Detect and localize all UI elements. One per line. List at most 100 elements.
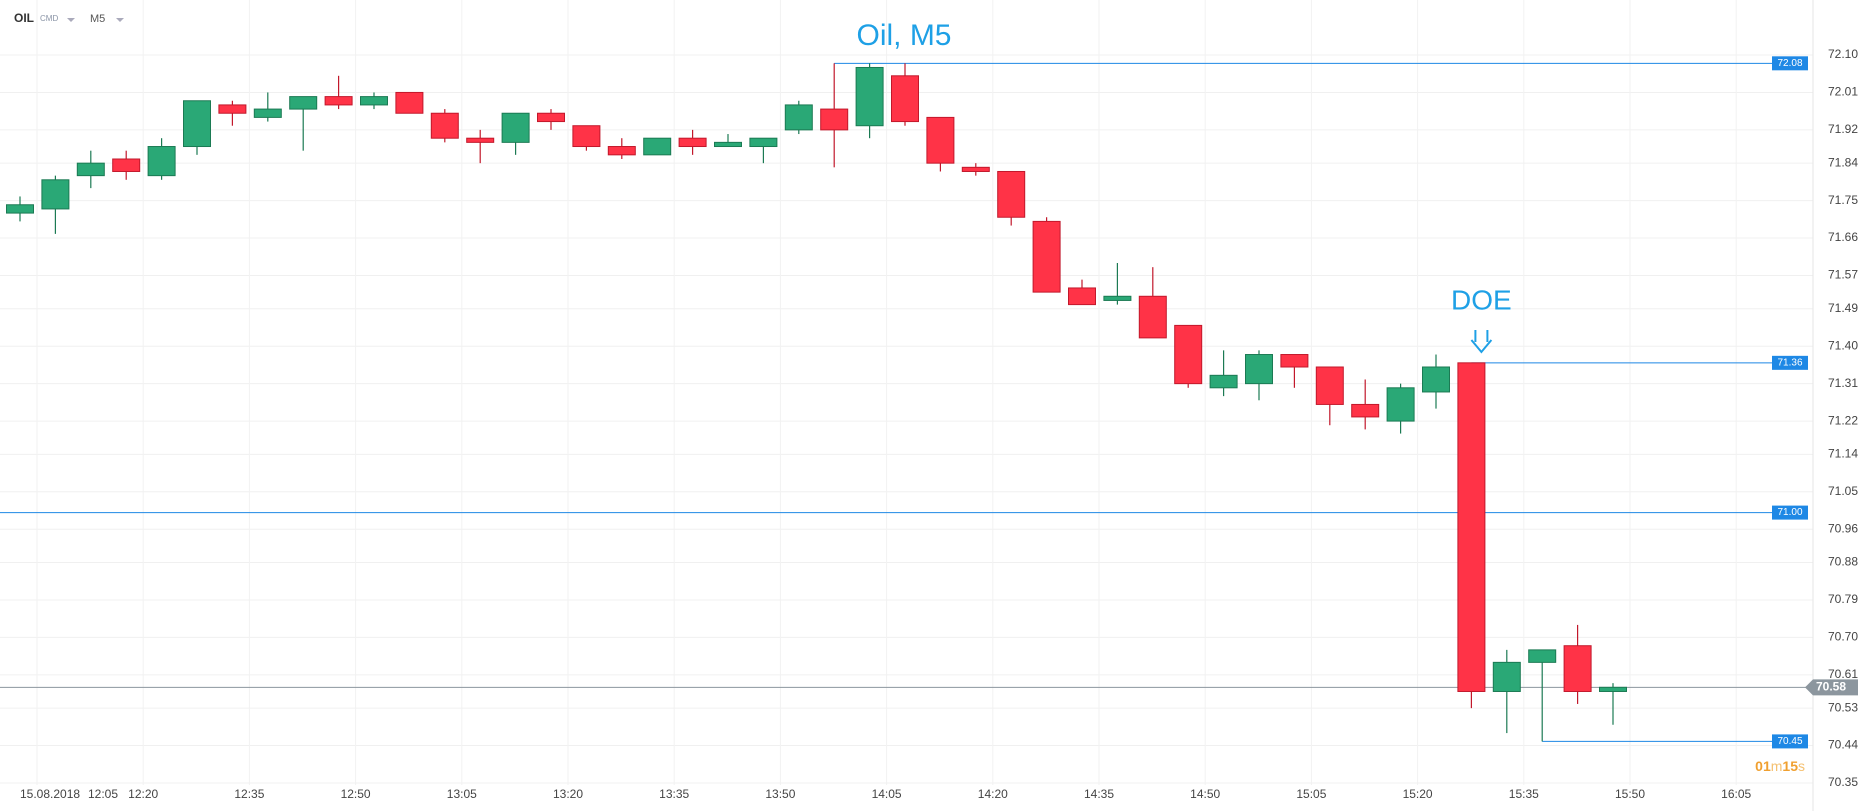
market[interactable]: CMD	[40, 14, 58, 23]
y-tick-label: 70.44	[1828, 738, 1858, 752]
countdown-part: 15	[1782, 758, 1798, 774]
y-tick-label: 71.05	[1828, 484, 1858, 498]
candle-body	[253, 108, 282, 118]
candle-body	[714, 141, 742, 148]
candle-body	[1032, 220, 1061, 293]
candle-body	[1422, 366, 1450, 393]
x-tick-label: 15:05	[1296, 787, 1326, 801]
price-line-tag	[1772, 56, 1808, 71]
candle-body	[820, 108, 849, 131]
y-tick-label: 70.61	[1828, 667, 1858, 681]
candle-body	[76, 162, 105, 177]
y-tick-label: 71.66	[1828, 230, 1858, 244]
x-tick-label: 13:50	[765, 787, 795, 801]
timeframe-dropdown[interactable]	[116, 18, 124, 22]
annotation: DOE	[1451, 284, 1512, 315]
candle-body	[1386, 387, 1415, 422]
x-tick-label: 14:35	[1084, 787, 1114, 801]
x-tick-label: 15:20	[1403, 787, 1433, 801]
candle-body	[1280, 354, 1309, 368]
x-tick-label: 14:50	[1190, 787, 1220, 801]
countdown: 01m15s	[1755, 758, 1805, 774]
price-line-tag	[1772, 734, 1808, 749]
candle-body	[1103, 295, 1132, 301]
x-tick-label: 13:05	[447, 787, 477, 801]
y-tick-label: 71.31	[1828, 376, 1858, 390]
annotation-arrow	[1470, 330, 1493, 354]
x-tick-label: 12:50	[341, 787, 371, 801]
candle-body	[537, 112, 565, 123]
candle-body	[643, 137, 672, 156]
candle-body	[6, 204, 34, 214]
chart-title: Oil, M5	[856, 19, 951, 52]
candle-body	[466, 137, 495, 143]
x-tick-label: 14:20	[978, 787, 1008, 801]
candle-body	[430, 112, 459, 139]
timeframe[interactable]: M5	[90, 13, 105, 25]
y-tick-label: 71.92	[1828, 122, 1858, 136]
y-tick-label: 70.35	[1828, 775, 1858, 789]
symbol[interactable]: OIL	[14, 11, 34, 25]
candle-body	[147, 146, 176, 177]
candle-body	[41, 179, 70, 210]
candle-body	[1138, 295, 1167, 339]
current-price-tag	[1805, 679, 1858, 696]
candle-body	[183, 100, 211, 148]
candle-body	[891, 75, 919, 123]
price-line-tag	[1772, 505, 1808, 520]
candle-body	[289, 96, 318, 110]
candle-body	[395, 91, 424, 114]
y-tick-label: 70.96	[1828, 521, 1858, 535]
candle-body	[784, 104, 813, 131]
candle-body	[997, 170, 1026, 218]
x-tick-label: 13:35	[659, 787, 689, 801]
countdown-part: 01	[1755, 758, 1771, 774]
candle-body	[678, 137, 707, 148]
candle-body	[1492, 661, 1521, 692]
candle-body	[855, 66, 884, 127]
price-line-label: 72.08	[1777, 58, 1802, 69]
countdown-part: m	[1771, 758, 1783, 774]
candle-body	[607, 146, 636, 156]
price-line-label: 70.45	[1777, 736, 1802, 747]
x-tick-label: 15:35	[1509, 787, 1539, 801]
y-tick-label: 72.10	[1828, 47, 1858, 61]
y-tick-label: 71.49	[1828, 301, 1858, 315]
y-tick-label: 71.57	[1828, 268, 1858, 282]
y-tick-label: 70.88	[1828, 555, 1858, 569]
y-tick-label: 70.79	[1828, 592, 1858, 606]
y-tick-label: 70.70	[1828, 630, 1858, 644]
candle-body	[749, 137, 778, 148]
candle-body	[1209, 374, 1238, 389]
x-tick-label: 16:05	[1721, 787, 1751, 801]
date-label: 15.08.2018	[20, 787, 80, 801]
price-line-tag	[1772, 355, 1808, 370]
y-tick-label: 71.84	[1828, 155, 1858, 169]
y-tick-label: 70.53	[1828, 700, 1858, 714]
candle-body	[926, 116, 955, 164]
y-tick-label: 72.01	[1828, 85, 1858, 99]
y-tick-label: 71.40	[1828, 338, 1858, 352]
x-tick-label: 12:05	[88, 787, 118, 801]
candle-body	[360, 96, 388, 106]
x-tick-label: 12:35	[234, 787, 264, 801]
candle-body	[1351, 403, 1380, 418]
x-tick-label: 14:05	[872, 787, 902, 801]
y-tick-label: 71.22	[1828, 413, 1858, 427]
market-dropdown[interactable]	[67, 18, 75, 22]
candle-body	[324, 96, 353, 106]
y-tick-label: 71.75	[1828, 193, 1858, 207]
price-line-label: 71.36	[1777, 357, 1802, 368]
candle-body	[1068, 287, 1096, 306]
y-tick-label: 71.14	[1828, 447, 1858, 461]
x-tick-label: 13:20	[553, 787, 583, 801]
candle-body	[1563, 645, 1592, 692]
candle-body	[1315, 366, 1344, 405]
candle-body	[501, 112, 530, 143]
candle-body	[1599, 686, 1627, 692]
candle-body	[1245, 354, 1273, 385]
current-price-label: 70.58	[1816, 679, 1846, 693]
countdown-part: s	[1798, 758, 1805, 774]
